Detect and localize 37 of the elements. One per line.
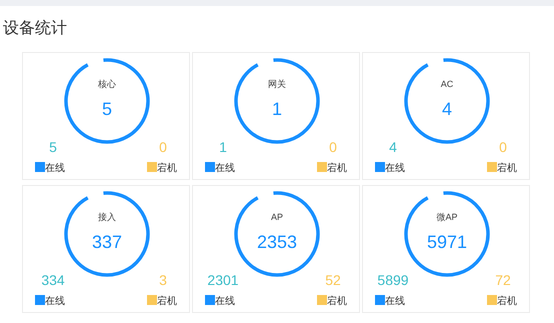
category-label: 在线 — [215, 162, 235, 174]
category-label: 宕机 — [497, 295, 517, 307]
data-label: 4 — [389, 139, 398, 155]
data-label: 0 — [159, 139, 168, 155]
text: AC — [440, 79, 454, 89]
text: AP — [270, 212, 284, 222]
category-label: 在线 — [385, 295, 405, 307]
data-label: 72 — [495, 272, 511, 288]
data-label: 1 — [219, 139, 228, 155]
category-label: 宕机 — [497, 162, 517, 174]
text: 核心 — [97, 79, 116, 89]
text: 1 — [272, 99, 282, 119]
text: 2353 — [256, 232, 298, 252]
text: 4 — [442, 99, 452, 119]
category-label: 在线 — [215, 295, 235, 307]
category-label: 在线 — [45, 162, 65, 174]
data-label: 5 — [49, 139, 58, 155]
text: 接入 — [98, 212, 116, 222]
category-label: 在线 — [45, 295, 65, 307]
data-label: 0 — [499, 139, 508, 155]
text: 微AP — [436, 212, 458, 222]
data-label: 2301 — [207, 272, 239, 288]
data-label: 334 — [41, 272, 65, 288]
data-label: 0 — [329, 139, 338, 155]
data-label: 3 — [159, 272, 168, 288]
category-label: 宕机 — [327, 162, 347, 174]
data-label: 52 — [325, 272, 341, 288]
category-label: 宕机 — [327, 295, 347, 307]
text: 5971 — [426, 232, 468, 252]
text: 5 — [102, 99, 112, 119]
category-label: 宕机 — [157, 295, 177, 307]
data-label: 5899 — [377, 272, 409, 288]
category-label: 宕机 — [157, 162, 177, 174]
text: 网关 — [268, 79, 286, 89]
category-label: 在线 — [385, 162, 405, 174]
text: 337 — [92, 232, 122, 252]
text: 设备统计 — [3, 18, 67, 39]
